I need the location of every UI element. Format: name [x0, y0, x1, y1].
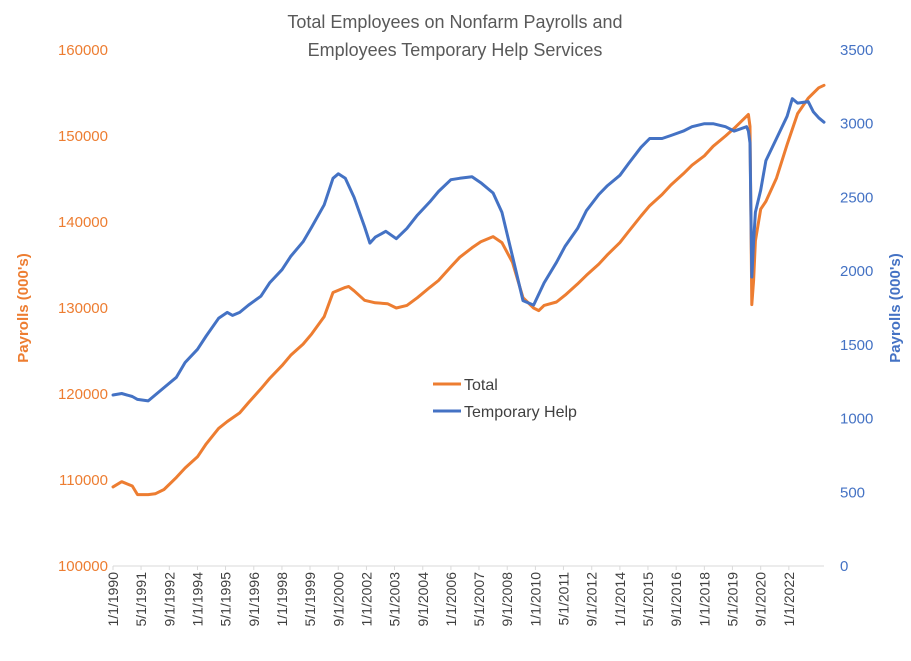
- chart-title-line-1: Total Employees on Nonfarm Payrolls and: [287, 12, 622, 32]
- x-tick-label: 1/1/2010: [527, 572, 543, 627]
- right-tick-label: 2500: [840, 189, 873, 206]
- x-tick-label: 9/1/2016: [668, 572, 684, 627]
- x-tick-label: 5/1/2007: [471, 572, 487, 627]
- left-axis-title: Payrolls (000's): [15, 253, 32, 362]
- x-tick-label: 5/1/2003: [386, 572, 402, 627]
- left-tick-label: 120000: [58, 386, 108, 403]
- x-tick-label: 9/1/1996: [246, 572, 262, 627]
- x-tick-label: 1/1/2022: [781, 572, 797, 627]
- x-tick-label: 9/1/1992: [161, 572, 177, 627]
- chart-title-line-2: Employees Temporary Help Services: [308, 40, 603, 60]
- left-tick-label: 100000: [58, 558, 108, 575]
- left-tick-label: 130000: [58, 300, 108, 317]
- x-tick-label: 1/1/1994: [189, 572, 205, 627]
- legend-label-total: Total: [464, 377, 498, 394]
- x-tick-label: 1/1/2006: [443, 572, 459, 627]
- right-axis-title: Payrolls (000's): [887, 253, 904, 362]
- legend-label-temporary-help: Temporary Help: [464, 404, 577, 421]
- x-tick-label: 9/1/2012: [584, 572, 600, 627]
- left-tick-label: 150000: [58, 128, 108, 145]
- x-tick-label: 5/1/2015: [640, 572, 656, 627]
- x-tick-label: 5/1/1991: [133, 572, 149, 627]
- left-tick-label: 110000: [59, 472, 108, 489]
- right-tick-label: 3000: [840, 116, 873, 133]
- right-tick-label: 2000: [840, 263, 873, 280]
- x-tick-label: 5/1/2011: [555, 572, 571, 626]
- x-tick-label: 1/1/2002: [358, 572, 374, 627]
- x-tick-label: 9/1/2008: [499, 572, 515, 627]
- x-tick-label: 5/1/2019: [724, 572, 740, 627]
- x-tick-label: 5/1/1999: [302, 572, 318, 627]
- series-line-temporary-help: [111, 97, 826, 403]
- x-tick-label: 9/1/2004: [415, 572, 431, 627]
- right-tick-label: 0: [840, 558, 848, 575]
- x-axis-ticks: 1/1/1990 5/1/1991 9/1/1992 1/1/1994 5/1/1995…: [105, 566, 797, 627]
- series-layer: [111, 83, 826, 497]
- left-axis-ticks: 100000 110000 120000 130000 140000 150000 1600…: [58, 42, 108, 575]
- x-tick-label: 1/1/1998: [274, 572, 290, 627]
- right-tick-label: 1500: [840, 337, 873, 354]
- right-axis-ticks: 0 500 1000 1500 2000 2500 3000 3500: [840, 42, 873, 575]
- right-tick-label: 500: [840, 484, 865, 501]
- left-tick-label: 160000: [58, 42, 108, 59]
- legend: Total Temporary Help: [433, 377, 577, 421]
- x-tick-label: 9/1/2020: [753, 572, 769, 627]
- series-line-total: [111, 83, 826, 497]
- left-tick-label: 140000: [58, 214, 108, 231]
- x-tick-label: 5/1/1995: [218, 572, 234, 627]
- x-tick-label: 9/1/2000: [330, 572, 346, 627]
- x-tick-label: 1/1/1990: [105, 572, 121, 627]
- x-tick-label: 1/1/2018: [696, 572, 712, 627]
- right-tick-label: 1000: [840, 411, 873, 428]
- x-tick-label: 1/1/2014: [612, 572, 628, 627]
- right-tick-label: 3500: [840, 42, 873, 59]
